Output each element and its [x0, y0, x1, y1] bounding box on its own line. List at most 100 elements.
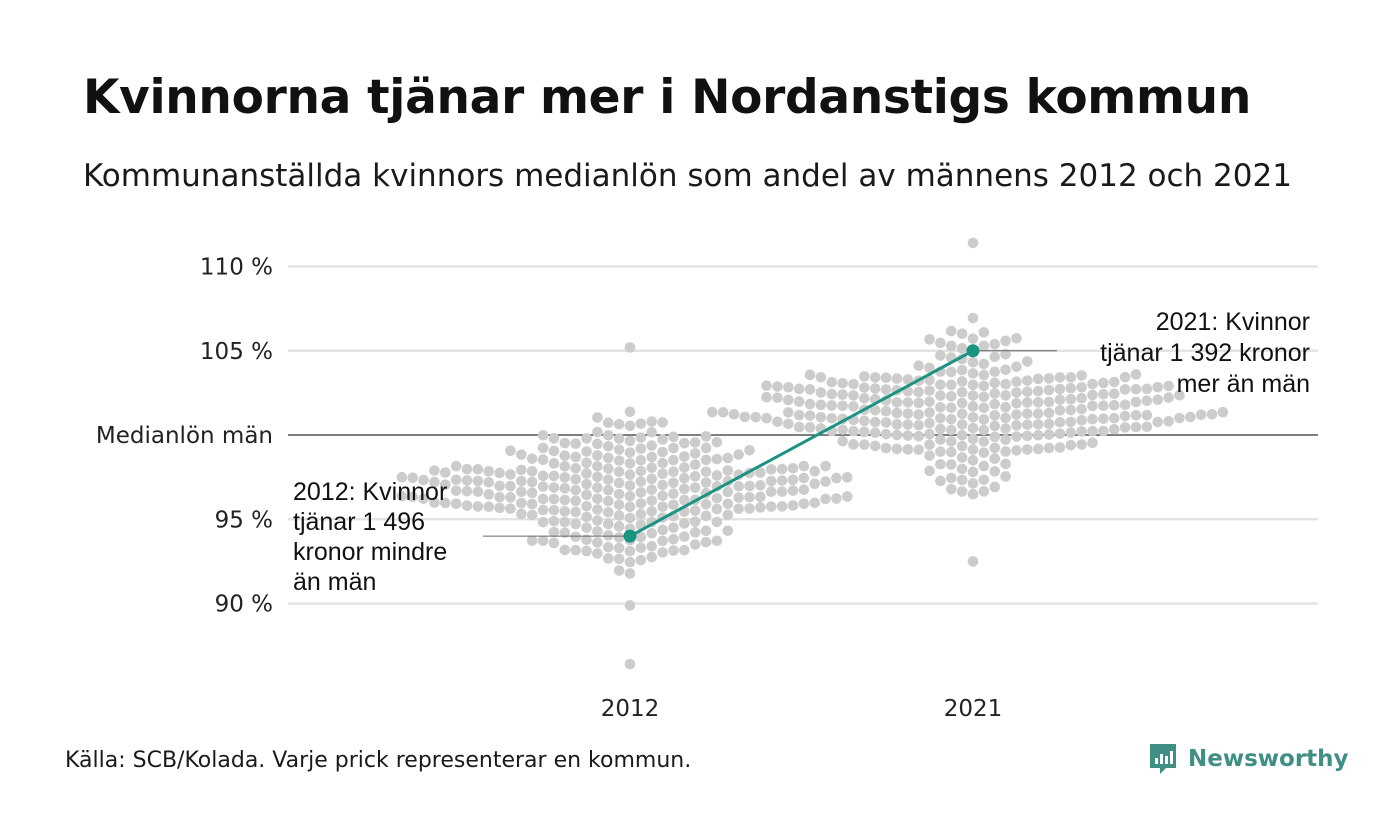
- kommun-dot: [935, 475, 946, 487]
- kommun-dot: [1119, 371, 1131, 383]
- kommun-dot: [592, 526, 603, 537]
- kommun-dot: [537, 454, 549, 465]
- kommun-dot: [945, 424, 957, 436]
- kommun-dot: [679, 518, 690, 529]
- kommun-dot: [1174, 412, 1185, 424]
- kommun-dot: [1022, 386, 1033, 398]
- kommun-dot: [902, 374, 914, 385]
- kommun-dot: [848, 378, 859, 390]
- kommun-dot: [526, 509, 538, 521]
- kommun-dot: [472, 475, 484, 487]
- kommun-dot: [559, 544, 571, 556]
- kommun-dot: [913, 397, 924, 409]
- kommun-dot: [537, 429, 549, 441]
- kommun-dot: [1098, 413, 1109, 425]
- kommun-dot: [635, 542, 647, 554]
- kommun-dot: [581, 511, 592, 523]
- kommun-dot: [624, 420, 636, 432]
- kommun-dot: [848, 390, 859, 401]
- kommun-dot: [848, 425, 859, 437]
- kommun-dot: [978, 424, 990, 436]
- kommun-dot: [837, 435, 848, 447]
- kommun-dot: [831, 472, 842, 484]
- kommun-dot: [935, 350, 946, 361]
- kommun-dot: [581, 446, 592, 457]
- kommun-dot: [1076, 370, 1087, 381]
- annotation-line: än män: [293, 568, 376, 596]
- kommun-dot: [1011, 361, 1022, 373]
- kommun-dot: [782, 381, 794, 393]
- kommun-dot: [559, 506, 571, 517]
- kommun-dot: [815, 411, 827, 423]
- kommun-dot: [537, 504, 549, 516]
- kommun-dot: [842, 472, 853, 483]
- kommun-dot: [945, 446, 957, 458]
- kommun-dot: [706, 406, 718, 418]
- kommun-dot: [1043, 396, 1055, 408]
- kommun-dot: [967, 333, 979, 344]
- kommun-dot: [913, 444, 924, 456]
- kommun-dot: [1011, 409, 1022, 420]
- kommun-dot: [1108, 399, 1120, 411]
- kommun-dot: [570, 462, 581, 474]
- kommun-dot: [1065, 416, 1077, 428]
- kommun-dot: [744, 480, 755, 492]
- kommun-dot: [581, 468, 592, 479]
- kommun-dot: [956, 419, 968, 430]
- kommun-dot: [945, 391, 957, 402]
- kommun-dot: [989, 366, 1001, 378]
- kommun-dot: [613, 433, 625, 445]
- kommun-dot: [945, 325, 957, 337]
- kommun-dot: [1174, 389, 1185, 401]
- kommun-dot: [700, 442, 712, 454]
- kommun-dot: [548, 433, 560, 444]
- kommun-dot: [679, 437, 690, 449]
- kommun-dot: [848, 439, 859, 450]
- kommun-dot: [1217, 406, 1229, 418]
- kommun-dot: [782, 394, 794, 406]
- kommun-dot: [776, 475, 788, 486]
- kommun-dot: [1032, 429, 1044, 441]
- kommun-dot: [1043, 384, 1055, 396]
- kommun-dot: [668, 431, 679, 443]
- kommun-dot: [902, 397, 914, 408]
- kommun-dot: [537, 481, 549, 492]
- kommun-dot: [924, 334, 935, 345]
- kommun-dot: [902, 408, 914, 419]
- kommun-dot: [537, 516, 549, 528]
- kommun-dot: [935, 458, 946, 470]
- kommun-dot: [559, 516, 571, 528]
- kommun-dot: [679, 451, 690, 462]
- kommun-dot: [956, 474, 968, 486]
- kommun-dot: [505, 480, 516, 492]
- kommun-dot: [804, 398, 816, 410]
- kommun-dot: [537, 493, 549, 505]
- kommun-dot: [750, 411, 761, 423]
- kommun-dot: [956, 486, 968, 497]
- kommun-dot: [548, 470, 560, 482]
- kommun-dot: [744, 503, 755, 514]
- kommun-dot: [570, 438, 581, 449]
- kommun-dot: [956, 408, 968, 420]
- kommun-dot: [624, 435, 636, 447]
- chart-subtitle: Kommunanställda kvinnors medianlön som a…: [83, 158, 1292, 194]
- kommun-dot: [809, 497, 821, 509]
- kommun-dot: [967, 466, 979, 478]
- kommun-dot: [1087, 437, 1098, 449]
- kommun-dot: [461, 500, 473, 511]
- kommun-dot: [837, 377, 848, 389]
- kommun-dot: [1087, 425, 1098, 437]
- source-note: Källa: SCB/Kolada. Varje prick represent…: [65, 748, 692, 773]
- kommun-dot: [429, 476, 440, 488]
- y-tick-label: Medianlön män: [96, 423, 273, 449]
- kommun-dot: [1098, 425, 1109, 437]
- kommun-dot: [820, 460, 831, 472]
- kommun-dot: [1195, 409, 1207, 421]
- kommun-dot: [967, 444, 979, 455]
- kommun-dot: [956, 342, 968, 354]
- kommun-dot: [516, 486, 527, 498]
- kommun-dot: [869, 416, 881, 428]
- kommun-dot: [516, 508, 527, 520]
- kommun-dot: [613, 499, 625, 511]
- kommun-dot: [461, 475, 473, 486]
